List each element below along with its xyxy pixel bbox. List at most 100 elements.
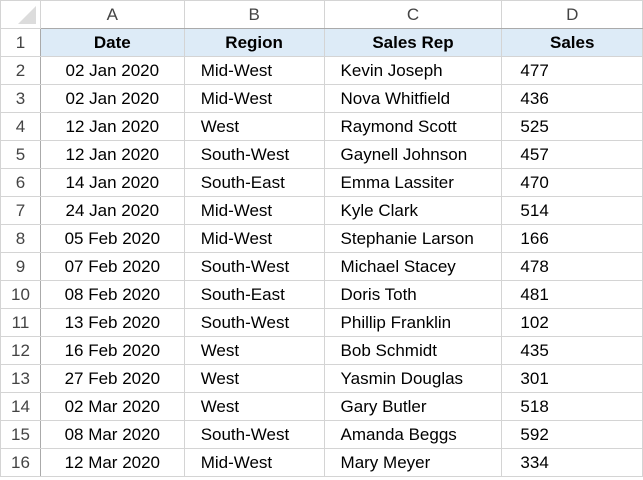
cell[interactable]: 334 [501, 448, 643, 477]
table-row: 2 02 Jan 2020 Mid-West Kevin Joseph 477 [0, 56, 643, 85]
row-header[interactable]: 7 [0, 196, 41, 225]
cell[interactable]: South-West [183, 252, 325, 281]
table-row: 8 05 Feb 2020 Mid-West Stephanie Larson 166 [0, 224, 643, 253]
cell[interactable]: Phillip Franklin [323, 308, 503, 337]
cell[interactable]: 301 [501, 364, 643, 393]
cell[interactable]: Mid-West [183, 56, 325, 85]
select-all-corner[interactable] [0, 0, 41, 29]
cell[interactable]: 14 Jan 2020 [39, 168, 185, 197]
cell[interactable]: Mary Meyer [323, 448, 503, 477]
cell[interactable]: 24 Jan 2020 [39, 196, 185, 225]
cell[interactable]: West [183, 112, 325, 141]
cell[interactable]: 514 [501, 196, 643, 225]
row-header[interactable]: 10 [0, 280, 41, 309]
cell[interactable]: 470 [501, 168, 643, 197]
cell[interactable]: 02 Mar 2020 [39, 392, 185, 421]
cell[interactable]: 02 Jan 2020 [39, 84, 185, 113]
cell[interactable]: Nova Whitfield [323, 84, 503, 113]
cell[interactable]: Mid-West [183, 224, 325, 253]
cell[interactable]: 435 [501, 336, 643, 365]
cell[interactable]: 166 [501, 224, 643, 253]
cell[interactable]: 477 [501, 56, 643, 85]
table-row: 15 08 Mar 2020 South-West Amanda Beggs 592 [0, 420, 643, 449]
table-row: 12 16 Feb 2020 West Bob Schmidt 435 [0, 336, 643, 365]
cell[interactable]: 102 [501, 308, 643, 337]
cell[interactable]: 481 [501, 280, 643, 309]
cell[interactable]: Bob Schmidt [323, 336, 503, 365]
table-row: 16 12 Mar 2020 Mid-West Mary Meyer 334 [0, 448, 643, 477]
row-header[interactable]: 9 [0, 252, 41, 281]
table-row: 11 13 Feb 2020 South-West Phillip Franklin 1… [0, 308, 643, 337]
cell[interactable]: Kyle Clark [323, 196, 503, 225]
cell[interactable]: Michael Stacey [323, 252, 503, 281]
cell[interactable]: Doris Toth [323, 280, 503, 309]
cell[interactable]: 13 Feb 2020 [39, 308, 185, 337]
cell[interactable]: 12 Jan 2020 [39, 140, 185, 169]
row-header[interactable]: 3 [0, 84, 41, 113]
row-header[interactable]: 8 [0, 224, 41, 253]
cell[interactable]: Mid-West [183, 84, 325, 113]
cell[interactable]: South-East [183, 280, 325, 309]
row-header[interactable]: 1 [0, 28, 41, 57]
table-row: 3 02 Jan 2020 Mid-West Nova Whitfield 436 [0, 84, 643, 113]
cell[interactable]: 02 Jan 2020 [39, 56, 185, 85]
cell[interactable]: 07 Feb 2020 [39, 252, 185, 281]
cell[interactable]: Mid-West [183, 448, 325, 477]
cell[interactable]: 478 [501, 252, 643, 281]
header-cell[interactable]: Sales Rep [323, 28, 503, 57]
row-header[interactable]: 5 [0, 140, 41, 169]
cell[interactable]: South-West [183, 308, 325, 337]
cell[interactable]: Raymond Scott [323, 112, 503, 141]
cell[interactable]: 457 [501, 140, 643, 169]
cell[interactable]: Yasmin Douglas [323, 364, 503, 393]
column-header-b[interactable]: B [183, 0, 325, 29]
cell[interactable]: West [183, 364, 325, 393]
row-header[interactable]: 14 [0, 392, 41, 421]
header-cell[interactable]: Date [39, 28, 185, 57]
cell[interactable]: Gaynell Johnson [323, 140, 503, 169]
row-header[interactable]: 13 [0, 364, 41, 393]
table-row: 13 27 Feb 2020 West Yasmin Douglas 301 [0, 364, 643, 393]
table-row: 4 12 Jan 2020 West Raymond Scott 525 [0, 112, 643, 141]
cell[interactable]: 08 Mar 2020 [39, 420, 185, 449]
column-header-d[interactable]: D [501, 0, 643, 29]
cell[interactable]: South-West [183, 140, 325, 169]
cell[interactable]: West [183, 336, 325, 365]
column-header-c[interactable]: C [323, 0, 503, 29]
cell[interactable]: Kevin Joseph [323, 56, 503, 85]
row-header[interactable]: 16 [0, 448, 41, 477]
cell[interactable]: South-East [183, 168, 325, 197]
column-header-a[interactable]: A [39, 0, 185, 29]
table-row: 6 14 Jan 2020 South-East Emma Lassiter 470 [0, 168, 643, 197]
header-cell[interactable]: Region [183, 28, 325, 57]
cell[interactable]: Mid-West [183, 196, 325, 225]
cell[interactable]: Amanda Beggs [323, 420, 503, 449]
cell[interactable]: 12 Jan 2020 [39, 112, 185, 141]
row-header[interactable]: 12 [0, 336, 41, 365]
cell[interactable]: West [183, 392, 325, 421]
table-row: 10 08 Feb 2020 South-East Doris Toth 481 [0, 280, 643, 309]
table-row: 7 24 Jan 2020 Mid-West Kyle Clark 514 [0, 196, 643, 225]
cell[interactable]: Gary Butler [323, 392, 503, 421]
cell[interactable]: 27 Feb 2020 [39, 364, 185, 393]
cell[interactable]: 16 Feb 2020 [39, 336, 185, 365]
cell[interactable]: 08 Feb 2020 [39, 280, 185, 309]
table-row: 9 07 Feb 2020 South-West Michael Stacey 478 [0, 252, 643, 281]
row-header[interactable]: 6 [0, 168, 41, 197]
row-header[interactable]: 11 [0, 308, 41, 337]
row-header[interactable]: 2 [0, 56, 41, 85]
cell[interactable]: 05 Feb 2020 [39, 224, 185, 253]
cell[interactable]: South-West [183, 420, 325, 449]
cell[interactable]: 525 [501, 112, 643, 141]
row-header[interactable]: 4 [0, 112, 41, 141]
cell[interactable]: Emma Lassiter [323, 168, 503, 197]
header-cell[interactable]: Sales [501, 28, 643, 57]
cell[interactable]: Stephanie Larson [323, 224, 503, 253]
cell[interactable]: 518 [501, 392, 643, 421]
cell[interactable]: 436 [501, 84, 643, 113]
cell[interactable]: 12 Mar 2020 [39, 448, 185, 477]
row-header[interactable]: 15 [0, 420, 41, 449]
cell[interactable]: 592 [501, 420, 643, 449]
